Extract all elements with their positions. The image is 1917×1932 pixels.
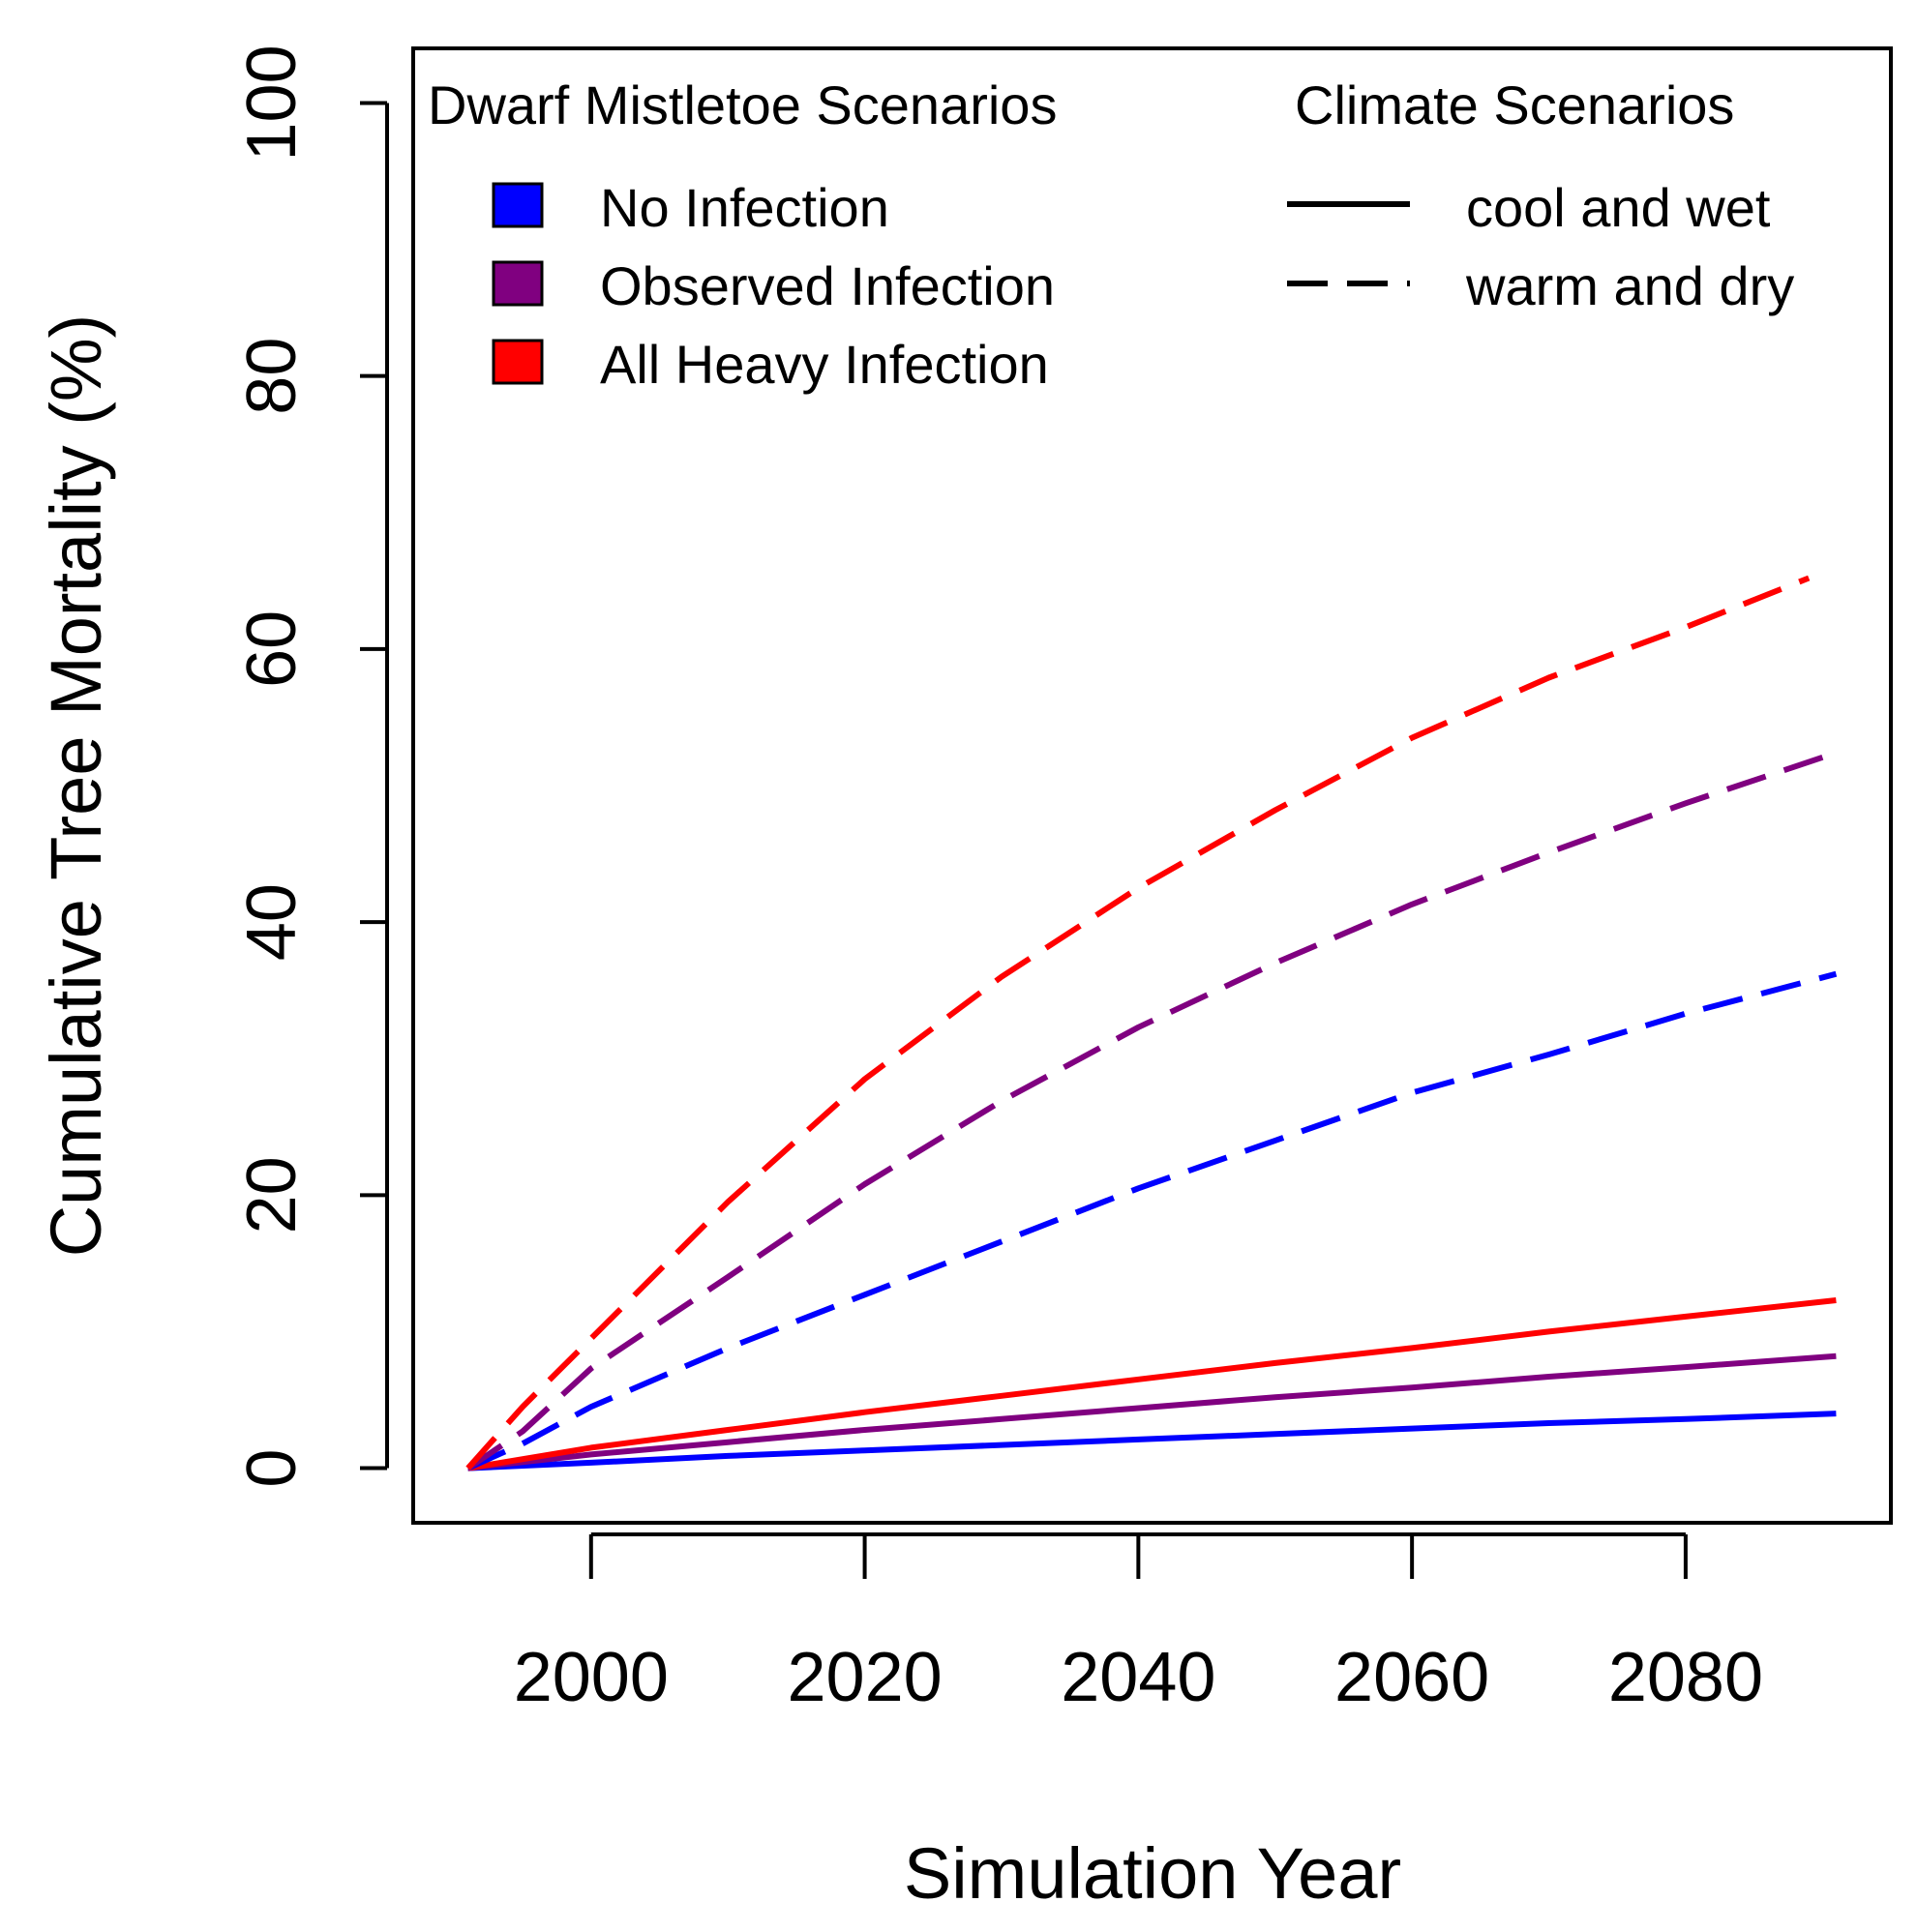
y-tick-label: 40	[233, 883, 311, 961]
series-line	[467, 1411, 1837, 1471]
y-tick-label: 80	[233, 338, 311, 415]
x-tick-label: 2020	[787, 1639, 942, 1716]
series-line	[465, 575, 1811, 1471]
legend-label-cool-and-wet: cool and wet	[1466, 177, 1771, 238]
legend-climate-title: Climate Scenarios	[1295, 74, 1734, 135]
x-axis: 2000 2020 2040 2060 2080	[514, 1532, 1763, 1716]
x-tick-label: 2060	[1334, 1639, 1489, 1716]
series-line	[467, 1297, 1837, 1471]
series-line	[466, 970, 1838, 1471]
y-tick-label: 60	[233, 610, 311, 688]
x-tick-label: 2040	[1061, 1639, 1215, 1716]
series-line	[465, 750, 1838, 1471]
legend-label-warm-and-dry: warm and dry	[1465, 255, 1794, 316]
legend-label-no-infection: No Infection	[600, 177, 889, 238]
plot-frame	[411, 46, 1893, 1525]
x-tick-label: 2000	[514, 1639, 669, 1716]
x-axis-title: Simulation Year	[904, 1833, 1401, 1914]
legend-infection: Dwarf Mistletoe Scenarios No Infection O…	[428, 74, 1057, 395]
y-tick-label: 0	[233, 1449, 311, 1488]
y-tick-label: 20	[233, 1156, 311, 1234]
y-axis: 0 20 40 60 80 100	[233, 45, 389, 1488]
series-layer	[465, 575, 1838, 1471]
y-tick-label: 100	[233, 45, 311, 161]
legend-climate: Climate Scenarios cool and wet warm and …	[1287, 74, 1794, 316]
legend-swatch-all-heavy-infection	[492, 339, 544, 385]
legend-label-observed-infection: Observed Infection	[600, 255, 1055, 316]
x-tick-label: 2080	[1608, 1639, 1763, 1716]
y-axis-title: Cumulative Tree Mortality (%)	[36, 314, 116, 1258]
legend-swatch-observed-infection	[492, 260, 544, 307]
legend-infection-title: Dwarf Mistletoe Scenarios	[428, 74, 1057, 135]
series-line	[467, 1352, 1837, 1471]
legend-label-all-heavy-infection: All Heavy Infection	[600, 334, 1049, 395]
legend-swatch-no-infection	[492, 182, 544, 228]
